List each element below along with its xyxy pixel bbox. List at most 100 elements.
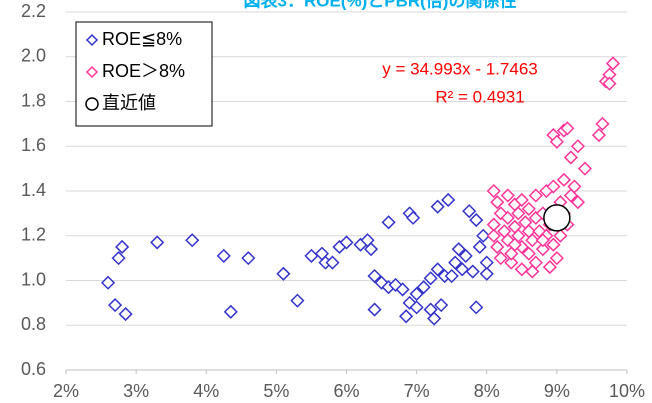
point — [434, 298, 449, 313]
point — [493, 251, 508, 266]
point — [514, 192, 529, 208]
point — [115, 239, 130, 254]
point — [525, 233, 540, 248]
point — [546, 237, 561, 252]
point — [241, 251, 256, 266]
point — [521, 246, 536, 261]
point — [423, 271, 438, 286]
x-tick-label: 7% — [404, 381, 430, 401]
y-tick-label: 0.8 — [21, 314, 46, 334]
legend-marker — [85, 65, 99, 79]
point — [367, 302, 382, 317]
point — [549, 134, 564, 149]
point — [458, 248, 473, 263]
point — [476, 228, 491, 243]
point — [381, 215, 396, 230]
point — [111, 251, 126, 266]
x-tick-label: 2% — [53, 381, 79, 401]
point — [542, 260, 557, 275]
point — [546, 179, 561, 194]
point — [605, 56, 621, 71]
point — [525, 264, 540, 279]
point — [486, 228, 501, 243]
point — [479, 266, 494, 281]
legend-label: ROE≦8% — [102, 29, 182, 49]
y-tick-label: 2.0 — [21, 46, 46, 66]
point — [108, 298, 123, 313]
point — [101, 275, 116, 290]
point — [430, 199, 445, 214]
y-tick-label: 2.2 — [21, 1, 46, 21]
point — [602, 76, 617, 91]
x-tick-label: 6% — [333, 381, 359, 401]
y-tick-label: 1.6 — [21, 135, 46, 155]
point — [118, 307, 133, 322]
point — [430, 262, 445, 277]
legend-marker — [85, 33, 99, 47]
trend-equation: y = 34.993x - 1.7463 — [382, 59, 537, 78]
point — [216, 248, 231, 263]
chart-title: 図表3：ROE(%)とPBR(倍)の関係性 — [244, 0, 517, 10]
y-tick-label: 1.0 — [21, 269, 46, 289]
point — [570, 139, 585, 154]
y-tick-label: 1.8 — [21, 90, 46, 110]
point — [150, 235, 165, 250]
point — [409, 286, 424, 301]
point — [560, 121, 575, 136]
point — [339, 235, 354, 250]
point — [567, 179, 582, 194]
point — [416, 280, 431, 295]
point — [521, 201, 536, 216]
point — [553, 228, 568, 243]
x-tick-label: 8% — [474, 381, 500, 401]
point — [490, 239, 505, 254]
point — [427, 311, 442, 326]
point — [504, 246, 519, 261]
point — [444, 268, 459, 284]
point — [507, 237, 522, 252]
point — [399, 309, 414, 324]
point — [367, 268, 382, 284]
point — [409, 300, 424, 315]
point — [549, 251, 564, 266]
point — [514, 262, 529, 277]
point — [395, 282, 410, 297]
point — [577, 161, 592, 176]
point — [276, 266, 291, 281]
point — [570, 195, 585, 210]
y-tick-label: 1.2 — [21, 225, 46, 245]
point — [469, 213, 484, 228]
point — [304, 248, 319, 263]
point — [472, 239, 487, 254]
legend-box — [75, 21, 213, 127]
point — [448, 255, 463, 270]
y-tick-label: 0.6 — [21, 359, 46, 379]
point — [290, 293, 305, 308]
point — [325, 255, 340, 270]
point — [406, 210, 421, 225]
x-tick-label: 10% — [609, 381, 645, 401]
point — [500, 210, 515, 225]
r-squared: R² = 0.4931 — [435, 87, 524, 106]
point — [455, 262, 470, 277]
point — [486, 183, 501, 199]
point — [462, 204, 477, 219]
point — [490, 195, 505, 210]
point — [185, 233, 200, 248]
point — [535, 242, 550, 257]
x-tick-label: 4% — [193, 381, 219, 401]
x-tick-label: 9% — [544, 381, 570, 401]
point — [469, 300, 484, 315]
point — [563, 150, 578, 165]
point — [500, 188, 515, 203]
legend-label: 直近値 — [102, 93, 156, 113]
point — [451, 242, 466, 257]
y-tick-label: 1.4 — [21, 180, 46, 200]
point — [528, 188, 543, 203]
point — [591, 128, 607, 143]
point — [595, 116, 610, 131]
point — [479, 255, 494, 270]
legend-marker — [85, 97, 99, 111]
